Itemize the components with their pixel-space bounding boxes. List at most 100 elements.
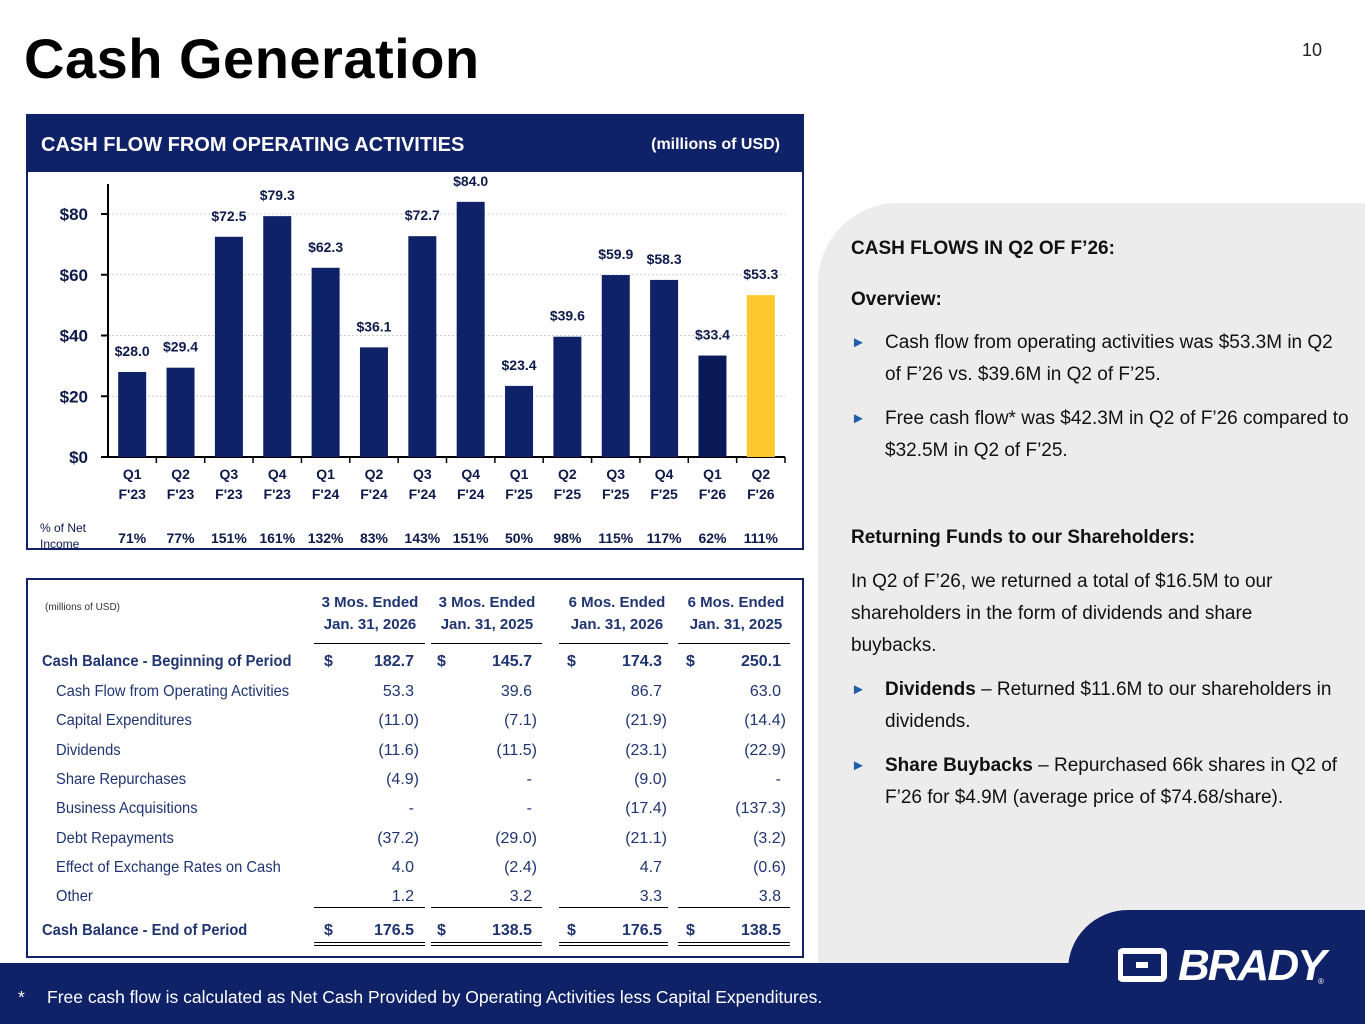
bar-chart: $0 $20 $40 $60 $80 $28.0 Q1 F'23 71% $29.4 Q2 F'23 7…: [40, 173, 786, 548]
y-tick-label: $80: [60, 205, 88, 224]
table-units: (millions of USD): [45, 602, 121, 613]
column-header-line: Jan. 31, 2026: [323, 616, 417, 633]
total-double-underline: [314, 942, 425, 943]
returning-funds-text: In Q2 of F’26, we returned a total of $1…: [851, 571, 1273, 656]
overview-bullet: ► Free cash flow* was $42.3M in Q2 of F’…: [851, 403, 1351, 467]
table-row: Other 1.2 3.2 3.3 3.8: [28, 883, 802, 912]
cell-value: (11.5): [496, 741, 537, 759]
cell-value: (3.2): [753, 829, 786, 847]
y-tick-label: $0: [69, 448, 88, 467]
currency-symbol: $: [567, 922, 576, 939]
pct-net-income-value: 98%: [553, 530, 582, 546]
brady-logo-mark-icon: [1118, 948, 1167, 982]
row-label: Cash Balance - Beginning of Period: [42, 653, 292, 670]
data-label: $84.0: [453, 173, 488, 189]
cell-value: (23.1): [625, 741, 667, 759]
x-tick-label: Q1: [123, 466, 142, 482]
bar: [166, 367, 195, 457]
cell-value: (14.4): [744, 712, 786, 730]
cash-balance-table: (millions of USD) 3 Mos. Ended Jan. 31, 2…: [26, 578, 804, 958]
x-tick-label: F'26: [699, 486, 727, 502]
currency-symbol: $: [686, 653, 695, 670]
total-double-underline: [678, 942, 790, 943]
currency-symbol: $: [686, 922, 695, 939]
x-tick-label: Q4: [461, 466, 480, 482]
bar: [553, 336, 582, 457]
chart-units: (millions of USD): [651, 136, 780, 153]
bar: [214, 236, 243, 457]
overview-bullet: ► Cash flow from operating activities wa…: [851, 327, 1351, 391]
pct-net-income-value: 83%: [360, 530, 389, 546]
chart-title: CASH FLOW FROM OPERATING ACTIVITIES: [41, 134, 465, 156]
summary-heading: CASH FLOWS IN Q2 OF F’26:: [851, 238, 1115, 259]
pct-net-income-value: 62%: [698, 530, 727, 546]
x-tick-label: F'25: [650, 486, 678, 502]
registered-mark: ®: [1318, 977, 1324, 986]
dividends-bullet: ► Dividends – Returned $11.6M to our sha…: [851, 674, 1351, 738]
row-label: Cash Balance - End of Period: [42, 922, 248, 939]
y-tick-label: $40: [60, 327, 88, 346]
pct-net-income-value: 71%: [118, 530, 147, 546]
subtotal-divider: [314, 907, 425, 908]
x-tick-label: Q1: [703, 466, 722, 482]
data-label: $28.0: [115, 343, 150, 359]
y-tick-label: $20: [60, 387, 88, 406]
cell-value: 176.5: [373, 922, 414, 939]
table-row: Effect of Exchange Rates on Cash 4.0 (2.4)…: [28, 854, 802, 883]
data-label: $29.4: [163, 339, 198, 355]
row-label: Cash Flow from Operating Activities: [56, 683, 290, 700]
cell-value: (11.0): [378, 712, 419, 730]
data-label: $53.3: [743, 266, 778, 282]
cell-value: (17.4): [625, 800, 667, 818]
cell-value: 3.2: [509, 888, 532, 906]
cell-value: 174.3: [621, 653, 662, 670]
table-row: Cash Flow from Operating Activities 53.3 3…: [28, 678, 802, 707]
pct-net-income-value: 132%: [308, 530, 344, 546]
header-divider: [431, 643, 542, 644]
data-label: $59.9: [598, 246, 633, 262]
bar: [505, 385, 534, 457]
bar: [263, 216, 292, 457]
column-header-line: 6 Mos. Ended: [568, 594, 666, 611]
x-tick-label: Q1: [510, 466, 529, 482]
cell-value: 4.0: [391, 858, 414, 876]
cell-value: (29.0): [495, 829, 537, 847]
subtotal-divider: [559, 907, 668, 908]
table-row: Share Repurchases (4.9) - (9.0) -: [28, 766, 802, 795]
data-label: $33.4: [695, 327, 730, 343]
cell-value: 138.5: [491, 922, 532, 939]
cell-value: 145.7: [491, 653, 532, 670]
bar: [601, 275, 630, 457]
column-header-line: 3 Mos. Ended: [438, 594, 536, 611]
total-double-underline: [314, 945, 425, 946]
pct-net-income-value: 50%: [505, 530, 534, 546]
bullet-text: Free cash flow* was $42.3M in Q2 of F’26…: [885, 408, 1349, 461]
x-tick-label: Q2: [365, 466, 384, 482]
x-tick-label: F'24: [457, 486, 485, 502]
dividends-text: – Returned $11.6M to our shareholders in…: [885, 679, 1332, 732]
data-label: $72.5: [211, 208, 246, 224]
x-tick-label: F'23: [167, 486, 195, 502]
x-tick-label: Q2: [751, 466, 770, 482]
table-row: Dividends (11.6) (11.5) (23.1) (22.9): [28, 737, 802, 766]
column-header-line: 6 Mos. Ended: [687, 594, 785, 611]
y-tick-label: $60: [60, 266, 88, 285]
cell-value: (137.3): [735, 800, 786, 818]
x-tick-label: F'24: [360, 486, 388, 502]
buybacks-text: – Repurchased 66k shares in Q2 of F’26 f…: [885, 755, 1338, 808]
data-label: $62.3: [308, 239, 343, 255]
table-row: Capital Expenditures (11.0) (7.1) (21.9) (14…: [28, 707, 802, 736]
returning-funds-label: Returning Funds to our Shareholders:: [851, 527, 1196, 548]
overview-label: Overview:: [851, 289, 942, 310]
x-tick-label: F'23: [215, 486, 243, 502]
x-tick-label: F'25: [505, 486, 533, 502]
summary-panel-background: [818, 203, 1365, 1003]
x-tick-label: Q3: [220, 466, 239, 482]
bullet-arrow-icon: ►: [851, 410, 866, 427]
header-divider: [678, 643, 790, 644]
x-tick-label: Q1: [316, 466, 335, 482]
total-double-underline: [678, 945, 790, 946]
cell-value: (21.9): [625, 712, 667, 730]
data-label: $79.3: [260, 187, 295, 203]
cell-value: -: [526, 800, 532, 818]
